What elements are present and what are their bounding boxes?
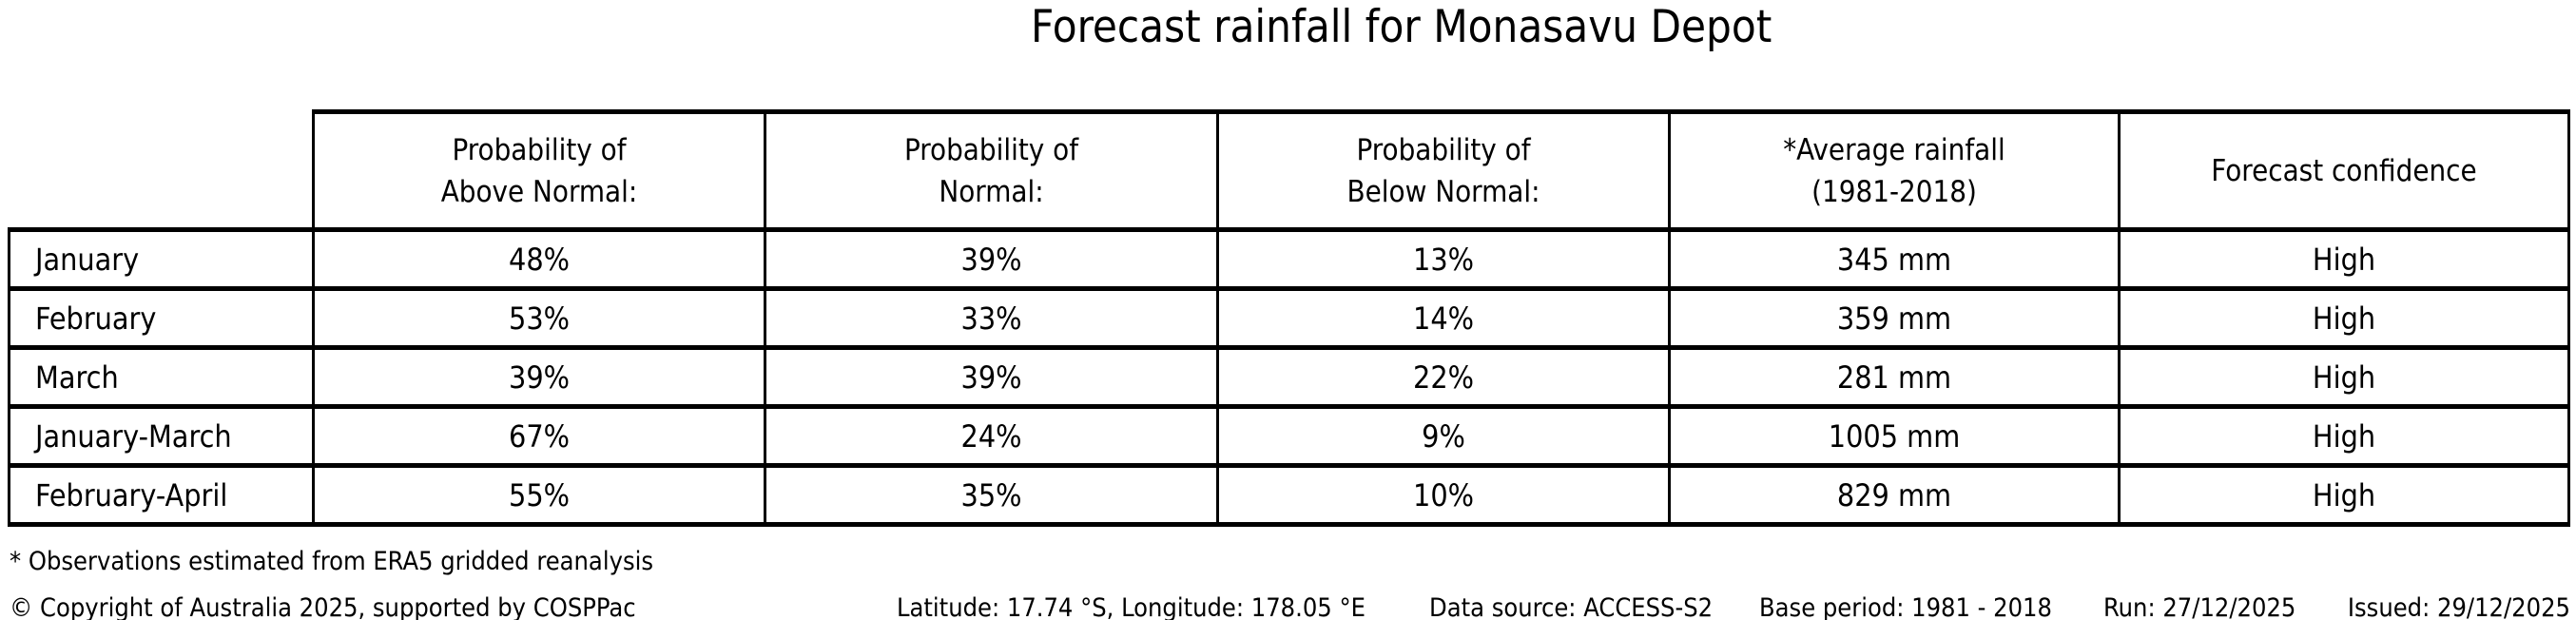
header-line: Probability of (903, 132, 1079, 167)
cell-below-normal: 9% (1216, 404, 1671, 468)
row-label: March (8, 345, 315, 409)
footnote: * Observations estimated from ERA5 gridd… (10, 547, 654, 576)
cell-confidence: High (2118, 286, 2570, 350)
cell-confidence: High (2118, 345, 2570, 409)
header-line: Normal: (939, 174, 1044, 209)
header-line: Probability of (452, 132, 627, 167)
col-header-below-normal: Probability of Below Normal: (1216, 109, 1671, 232)
cell-average-rainfall: 281 mm (1668, 345, 2121, 409)
row-label: February (8, 286, 315, 350)
table-row-january-march: January-March 67% 24% 9% 1005 mm High (8, 404, 2570, 468)
cell-above-normal: 48% (312, 227, 766, 291)
header-line: Probability of (1356, 132, 1531, 167)
cell-confidence: High (2118, 404, 2570, 468)
header-line: Below Normal: (1346, 174, 1540, 209)
cell-average-rainfall: 359 mm (1668, 286, 2121, 350)
table-row-january: January 48% 39% 13% 345 mm High (8, 227, 2570, 291)
cell-below-normal: 22% (1216, 345, 1671, 409)
table-row-february-april: February-April 55% 35% 10% 829 mm High (8, 463, 2570, 527)
row-label: January-March (8, 404, 315, 468)
header-line: (1981-2018) (1811, 174, 1977, 209)
corner-empty-cell (9, 111, 314, 230)
cell-average-rainfall: 829 mm (1668, 463, 2121, 527)
header-row: Probability of Above Normal: Probability… (9, 109, 2570, 232)
col-header-normal: Probability of Normal: (764, 109, 1219, 232)
col-header-forecast-confidence: Forecast confidence (2118, 109, 2570, 232)
col-header-above-normal: Probability of Above Normal: (312, 109, 766, 232)
cell-confidence: High (2118, 227, 2570, 291)
cell-confidence: High (2118, 463, 2570, 527)
data-source-text: Data source: ACCESS-S2 (1429, 593, 1714, 620)
forecast-table: Probability of Above Normal: Probability… (8, 109, 2570, 527)
header-line: *Average rainfall (1783, 132, 2005, 167)
forecast-table-container: Probability of Above Normal: Probability… (8, 109, 2570, 527)
table-row-february: February 53% 33% 14% 359 mm High (8, 286, 2570, 350)
cell-average-rainfall: 345 mm (1668, 227, 2121, 291)
cell-normal: 39% (764, 227, 1219, 291)
figure-title: Forecast rainfall for Monasavu Depot (1031, 1, 1772, 53)
cell-below-normal: 14% (1216, 286, 1671, 350)
coordinates-text: Latitude: 17.74 °S, Longitude: 178.05 °E (897, 593, 1365, 620)
cell-below-normal: 10% (1216, 463, 1671, 527)
cell-above-normal: 67% (312, 404, 766, 468)
header-line: Above Normal: (440, 174, 638, 209)
cell-normal: 35% (764, 463, 1219, 527)
base-period-text: Base period: 1981 - 2018 (1759, 593, 2052, 620)
col-header-average-rainfall: *Average rainfall (1981-2018) (1668, 109, 2121, 232)
cell-below-normal: 13% (1216, 227, 1671, 291)
cell-normal: 24% (764, 404, 1219, 468)
issued-date-text: Issued: 29/12/2025 (2347, 593, 2570, 620)
cell-normal: 33% (764, 286, 1219, 350)
cell-average-rainfall: 1005 mm (1668, 404, 2121, 468)
cell-above-normal: 55% (312, 463, 766, 527)
table-row-march: March 39% 39% 22% 281 mm High (8, 345, 2570, 409)
cell-normal: 39% (764, 345, 1219, 409)
cell-above-normal: 39% (312, 345, 766, 409)
row-label: February-April (8, 463, 315, 527)
run-date-text: Run: 27/12/2025 (2103, 593, 2296, 620)
cell-above-normal: 53% (312, 286, 766, 350)
header-line: Forecast confidence (2211, 153, 2477, 188)
copyright-text: © Copyright of Australia 2025, supported… (10, 593, 636, 620)
row-label: January (8, 227, 315, 291)
